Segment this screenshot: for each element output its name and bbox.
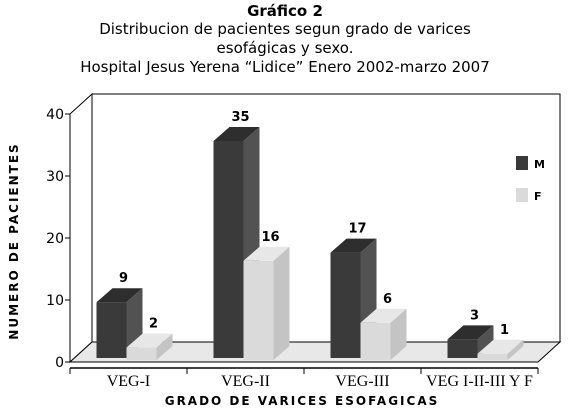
bar-top-M-1: [213, 127, 260, 141]
x-tick-label: VEG-II: [221, 373, 270, 390]
bar-side-F-0: [156, 333, 173, 360]
legend-swatch-M: [516, 156, 528, 170]
bar-top-F-3: [477, 339, 524, 354]
bar-F-3: [477, 353, 508, 360]
bar-side-F-2: [390, 308, 407, 360]
data-label: 1: [500, 323, 509, 338]
chart-title-block: Gráfico 2 Distribucion de pacientes segu…: [0, 2, 570, 77]
y-tick-label: 40: [46, 107, 64, 123]
legend-label-M: M: [534, 158, 545, 171]
bar-top-F-0: [126, 333, 173, 348]
bar-M-0: [96, 302, 127, 358]
data-label: 35: [231, 110, 249, 125]
data-label: 2: [149, 317, 158, 332]
bar-top-M-0: [96, 288, 143, 303]
bar-M-1: [213, 141, 244, 358]
floor: [68, 341, 562, 363]
bar-F-2: [360, 322, 391, 360]
data-label: 17: [348, 222, 366, 237]
x-tick-label: VEG-I: [107, 373, 151, 390]
y-axis-label: NUMERO DE PACIENTES: [7, 142, 21, 339]
bar-side-F-3: [507, 339, 524, 360]
bar-top-F-1: [243, 246, 290, 261]
data-label: 9: [119, 271, 128, 286]
data-label: 3: [470, 308, 479, 323]
x-tick-label: VEG-III: [335, 373, 389, 390]
data-label: 6: [383, 292, 392, 307]
chart-subtitle-line-3: Hospital Jesus Yerena “Lidice” Enero 200…: [80, 58, 490, 76]
back-wall: [91, 93, 561, 343]
legend-swatch-F: [516, 188, 528, 202]
legend-label-F: F: [534, 190, 542, 203]
bar-top-F-2: [360, 308, 407, 323]
y-tick-label: 20: [46, 231, 64, 247]
bar-F-0: [126, 347, 157, 360]
bar-top-M-3: [447, 325, 494, 340]
chart-subtitle-line-2: esofágicas y sexo.: [216, 39, 354, 57]
side-wall: [69, 92, 93, 364]
bar-M-3: [447, 339, 478, 358]
bar-side-M-3: [477, 325, 494, 358]
bar-M-2: [330, 252, 361, 358]
chart-subtitle-line-1: Distribucion de pacientes segun grado de…: [99, 20, 471, 38]
chart-title: Gráfico 2: [247, 2, 323, 20]
bar-top-M-2: [330, 238, 377, 253]
data-label: 16: [261, 230, 279, 245]
y-tick-label: 0: [55, 355, 64, 371]
bar-side-F-1: [273, 246, 290, 360]
x-axis-label: GRADO DE VARICES ESOFAGICAS: [165, 394, 440, 408]
x-tick-label: VEG I-II-III Y F: [426, 373, 533, 390]
y-tick-label: 30: [46, 169, 64, 185]
y-tick-label: 10: [46, 293, 64, 309]
bar-F-1: [243, 260, 274, 360]
